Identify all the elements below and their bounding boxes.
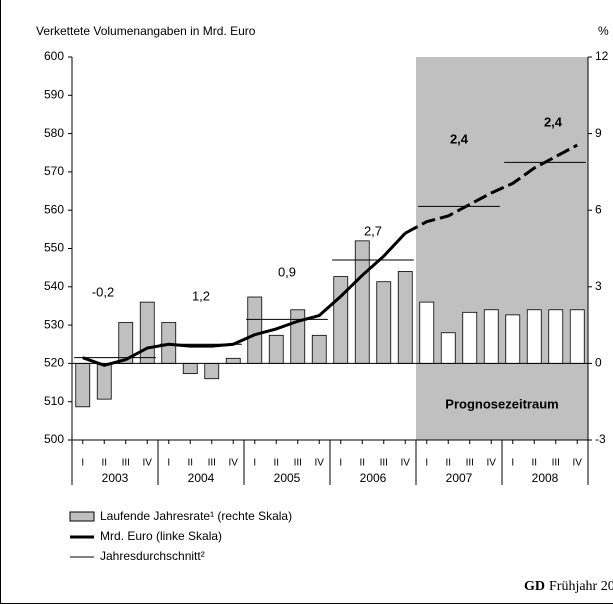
annual-growth-label: 2,4 (544, 114, 563, 129)
legend-label: Mrd. Euro (linke Skala) (100, 529, 222, 543)
x-tick-label: II (273, 458, 279, 469)
year-label: 2006 (360, 471, 387, 485)
y2-tick-label: 3 (595, 279, 602, 293)
legend-label: Jahresdurchschnitt² (100, 549, 205, 563)
annual-growth-label: 2,4 (450, 131, 469, 146)
y2-unit: % (598, 24, 609, 38)
x-tick-label: II (445, 458, 451, 469)
bar (505, 314, 521, 364)
bar (462, 311, 478, 364)
bar (419, 301, 435, 364)
x-tick-label: III (122, 458, 130, 469)
y2-tick-label: 12 (595, 49, 609, 63)
x-tick-label: I (81, 458, 84, 469)
x-tick-label: IV (315, 458, 325, 469)
bar (290, 309, 306, 364)
x-tick-label: I (511, 458, 514, 469)
x-tick-label: III (208, 458, 216, 469)
bar (376, 281, 392, 364)
bar (483, 309, 499, 364)
x-tick-label: IV (401, 458, 411, 469)
bar (311, 334, 327, 364)
source-bold: GD (524, 579, 545, 594)
annual-growth-label: 2,7 (364, 223, 382, 238)
year-label: 2008 (532, 471, 559, 485)
y-tick-label: 520 (44, 356, 64, 370)
legend-label: Laufende Jahresrate¹ (rechte Skala) (100, 509, 292, 523)
x-tick-label: IV (143, 458, 153, 469)
x-tick-label: I (167, 458, 170, 469)
source: Frühjahr 2007 (549, 579, 613, 594)
x-tick-label: I (425, 458, 428, 469)
bar (139, 301, 155, 364)
y-tick-label: 600 (44, 49, 64, 63)
annual-growth-label: 1,2 (192, 288, 210, 303)
year-label: 2007 (446, 471, 473, 485)
bar (526, 309, 542, 364)
year-label: 2005 (274, 471, 301, 485)
x-tick-label: IV (573, 458, 583, 469)
bar (247, 296, 263, 364)
year-label: 2003 (102, 471, 129, 485)
y-tick-label: 590 (44, 87, 64, 101)
annual-growth-label: -0,2 (92, 284, 114, 299)
x-tick-label: III (380, 458, 388, 469)
annual-growth-label: 0,9 (278, 264, 296, 279)
chart-title: Verkettete Volumenangaben in Mrd. Euro (36, 24, 256, 38)
x-tick-label: II (531, 458, 537, 469)
bar (204, 362, 220, 380)
line-forecast (404, 143, 578, 235)
y-tick-label: 580 (44, 126, 64, 140)
bar (440, 332, 456, 364)
forecast-label: Prognosezeitraum (445, 396, 558, 411)
x-tick-label: III (294, 458, 302, 469)
bar (569, 309, 585, 364)
bar (75, 362, 91, 408)
y2-tick-label: 0 (595, 356, 602, 370)
line-history (82, 232, 407, 367)
y-tick-label: 570 (44, 164, 64, 178)
x-tick-label: I (253, 458, 256, 469)
x-tick-label: IV (487, 458, 497, 469)
y2-tick-label: -3 (595, 432, 606, 446)
y-tick-label: 540 (44, 279, 64, 293)
year-label: 2004 (188, 471, 215, 485)
x-tick-label: I (339, 458, 342, 469)
x-tick-label: II (187, 458, 193, 469)
x-tick-label: II (359, 458, 365, 469)
y-tick-label: 500 (44, 432, 64, 446)
bar (548, 309, 564, 364)
y2-tick-label: 9 (595, 126, 602, 140)
x-tick-label: II (101, 458, 107, 469)
legend-swatch (69, 511, 95, 522)
y-tick-label: 510 (44, 394, 64, 408)
bar (182, 362, 198, 375)
x-tick-label: III (552, 458, 560, 469)
forecast-shade (416, 57, 588, 440)
bar (268, 334, 284, 364)
y-tick-label: 530 (44, 317, 64, 331)
x-tick-label: III (466, 458, 474, 469)
bar (225, 357, 241, 364)
y2-tick-label: 6 (595, 202, 602, 216)
bar (96, 362, 112, 400)
y-tick-label: 560 (44, 202, 64, 216)
x-tick-label: IV (229, 458, 239, 469)
y-tick-label: 550 (44, 241, 64, 255)
bar (397, 271, 413, 364)
bar (354, 240, 370, 364)
